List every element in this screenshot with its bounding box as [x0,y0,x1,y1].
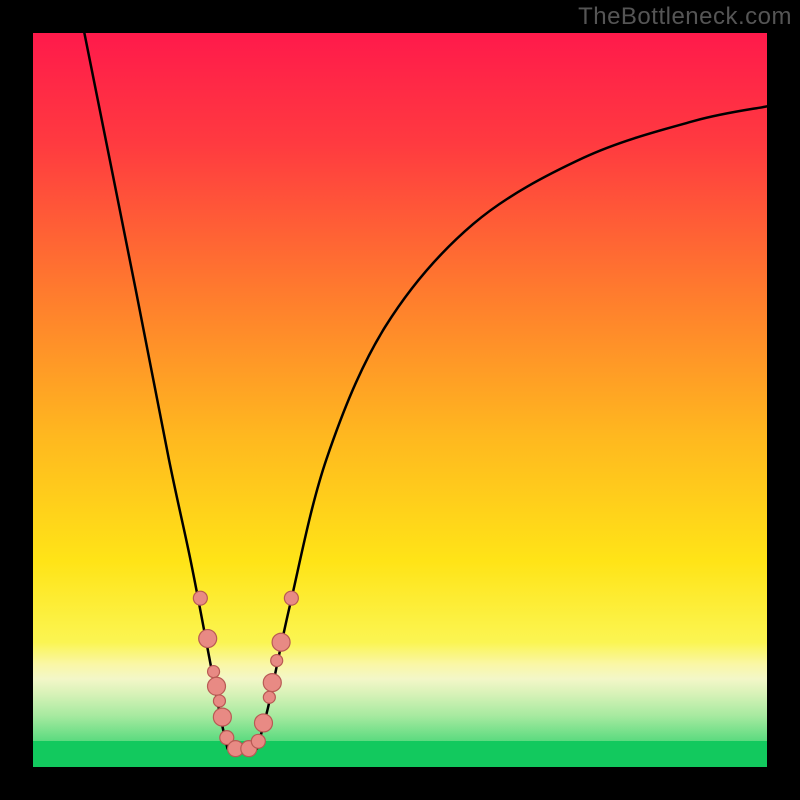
scatter-dot [193,591,207,605]
scatter-dot [272,633,290,651]
scatter-dot [263,691,275,703]
scatter-dot [208,666,220,678]
scatter-dots-group [193,591,298,756]
watermark-text: TheBottleneck.com [578,0,800,31]
scatter-dot [213,695,225,707]
scatter-dot [254,714,272,732]
scatter-dot [263,674,281,692]
chart-overlay-svg [0,0,800,800]
outer-frame: TheBottleneck.com [0,0,800,800]
scatter-dot [284,591,298,605]
scatter-dot [251,734,265,748]
v-curve [84,33,767,749]
scatter-dot [271,655,283,667]
scatter-dot [199,630,217,648]
scatter-dot [208,677,226,695]
scatter-dot [213,708,231,726]
